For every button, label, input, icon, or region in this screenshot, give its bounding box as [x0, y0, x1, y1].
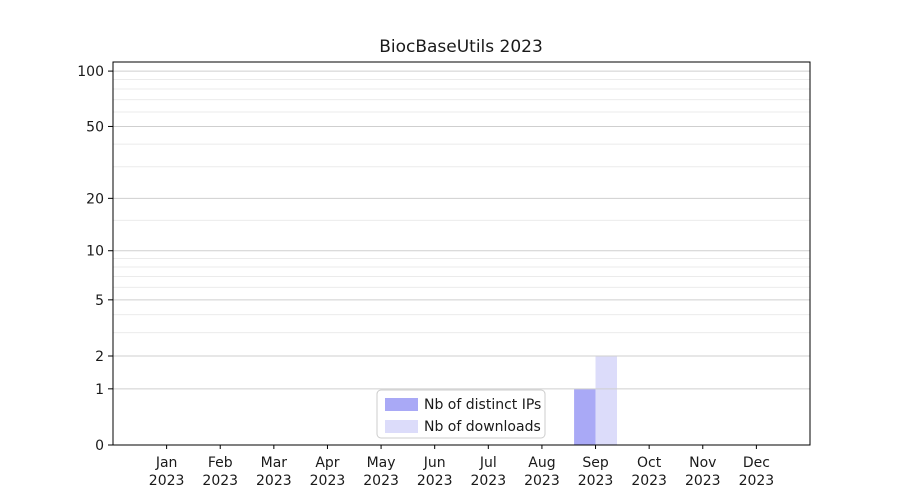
- x-tick-label-year: 2023: [149, 473, 185, 489]
- legend: Nb of distinct IPs Nb of downloads: [376, 389, 546, 439]
- x-tick-label-month: Jan: [155, 455, 178, 471]
- x-tick-label-month: Aug: [528, 455, 555, 471]
- y-tick-label: 20: [86, 191, 104, 207]
- x-tick-label-year: 2023: [470, 473, 506, 489]
- x-tick-label-year: 2023: [256, 473, 292, 489]
- x-tick-label-month: Dec: [743, 455, 770, 471]
- legend-swatch-downloads: [385, 420, 418, 433]
- x-tick-label-month: Jun: [423, 455, 446, 471]
- x-tick-label-year: 2023: [631, 473, 667, 489]
- x-tick-label-year: 2023: [363, 473, 399, 489]
- legend-swatch-distinct-ips: [385, 398, 418, 411]
- y-tick-label: 50: [86, 119, 104, 135]
- chart-title: BiocBaseUtils 2023: [379, 37, 543, 57]
- x-tick-label-month: Feb: [208, 455, 233, 471]
- x-tick-label-year: 2023: [739, 473, 775, 489]
- bar-downloads-sep: [595, 355, 617, 445]
- x-tick-label-month: Nov: [689, 455, 716, 471]
- legend-label-downloads: Nb of downloads: [424, 419, 541, 435]
- x-tick-label-month: May: [367, 455, 396, 471]
- x-tick-label-month: Oct: [637, 455, 662, 471]
- x-tick-label-year: 2023: [685, 473, 721, 489]
- x-tick-label-month: Mar: [261, 455, 288, 471]
- x-tick-label-year: 2023: [524, 473, 560, 489]
- legend-label-distinct-ips: Nb of distinct IPs: [424, 397, 541, 413]
- axes-frame: [112, 61, 811, 446]
- bar-distinct-ips-sep: [574, 388, 596, 445]
- y-tick-label: 0: [95, 438, 104, 454]
- x-tick-label-year: 2023: [202, 473, 238, 489]
- legend-box: [376, 389, 546, 439]
- x-tick-label-month: Sep: [582, 455, 609, 471]
- y-tick-label: 2: [95, 349, 104, 365]
- x-tick-label-year: 2023: [310, 473, 346, 489]
- y-tick-label: 1: [95, 382, 104, 398]
- x-tick-label-month: Apr: [315, 455, 339, 471]
- x-tick-label-year: 2023: [578, 473, 614, 489]
- plot-area: 0 1 2 5 10 20 50 100 Jan 2023 Feb 2023 Mar 2023 Apr 202…: [77, 61, 811, 489]
- y-tick-label: 10: [86, 244, 104, 260]
- y-tick-label: 5: [95, 293, 104, 309]
- x-tick-label-year: 2023: [417, 473, 453, 489]
- y-tick-label: 100: [77, 64, 104, 80]
- x-tick-label-month: Jul: [479, 455, 497, 471]
